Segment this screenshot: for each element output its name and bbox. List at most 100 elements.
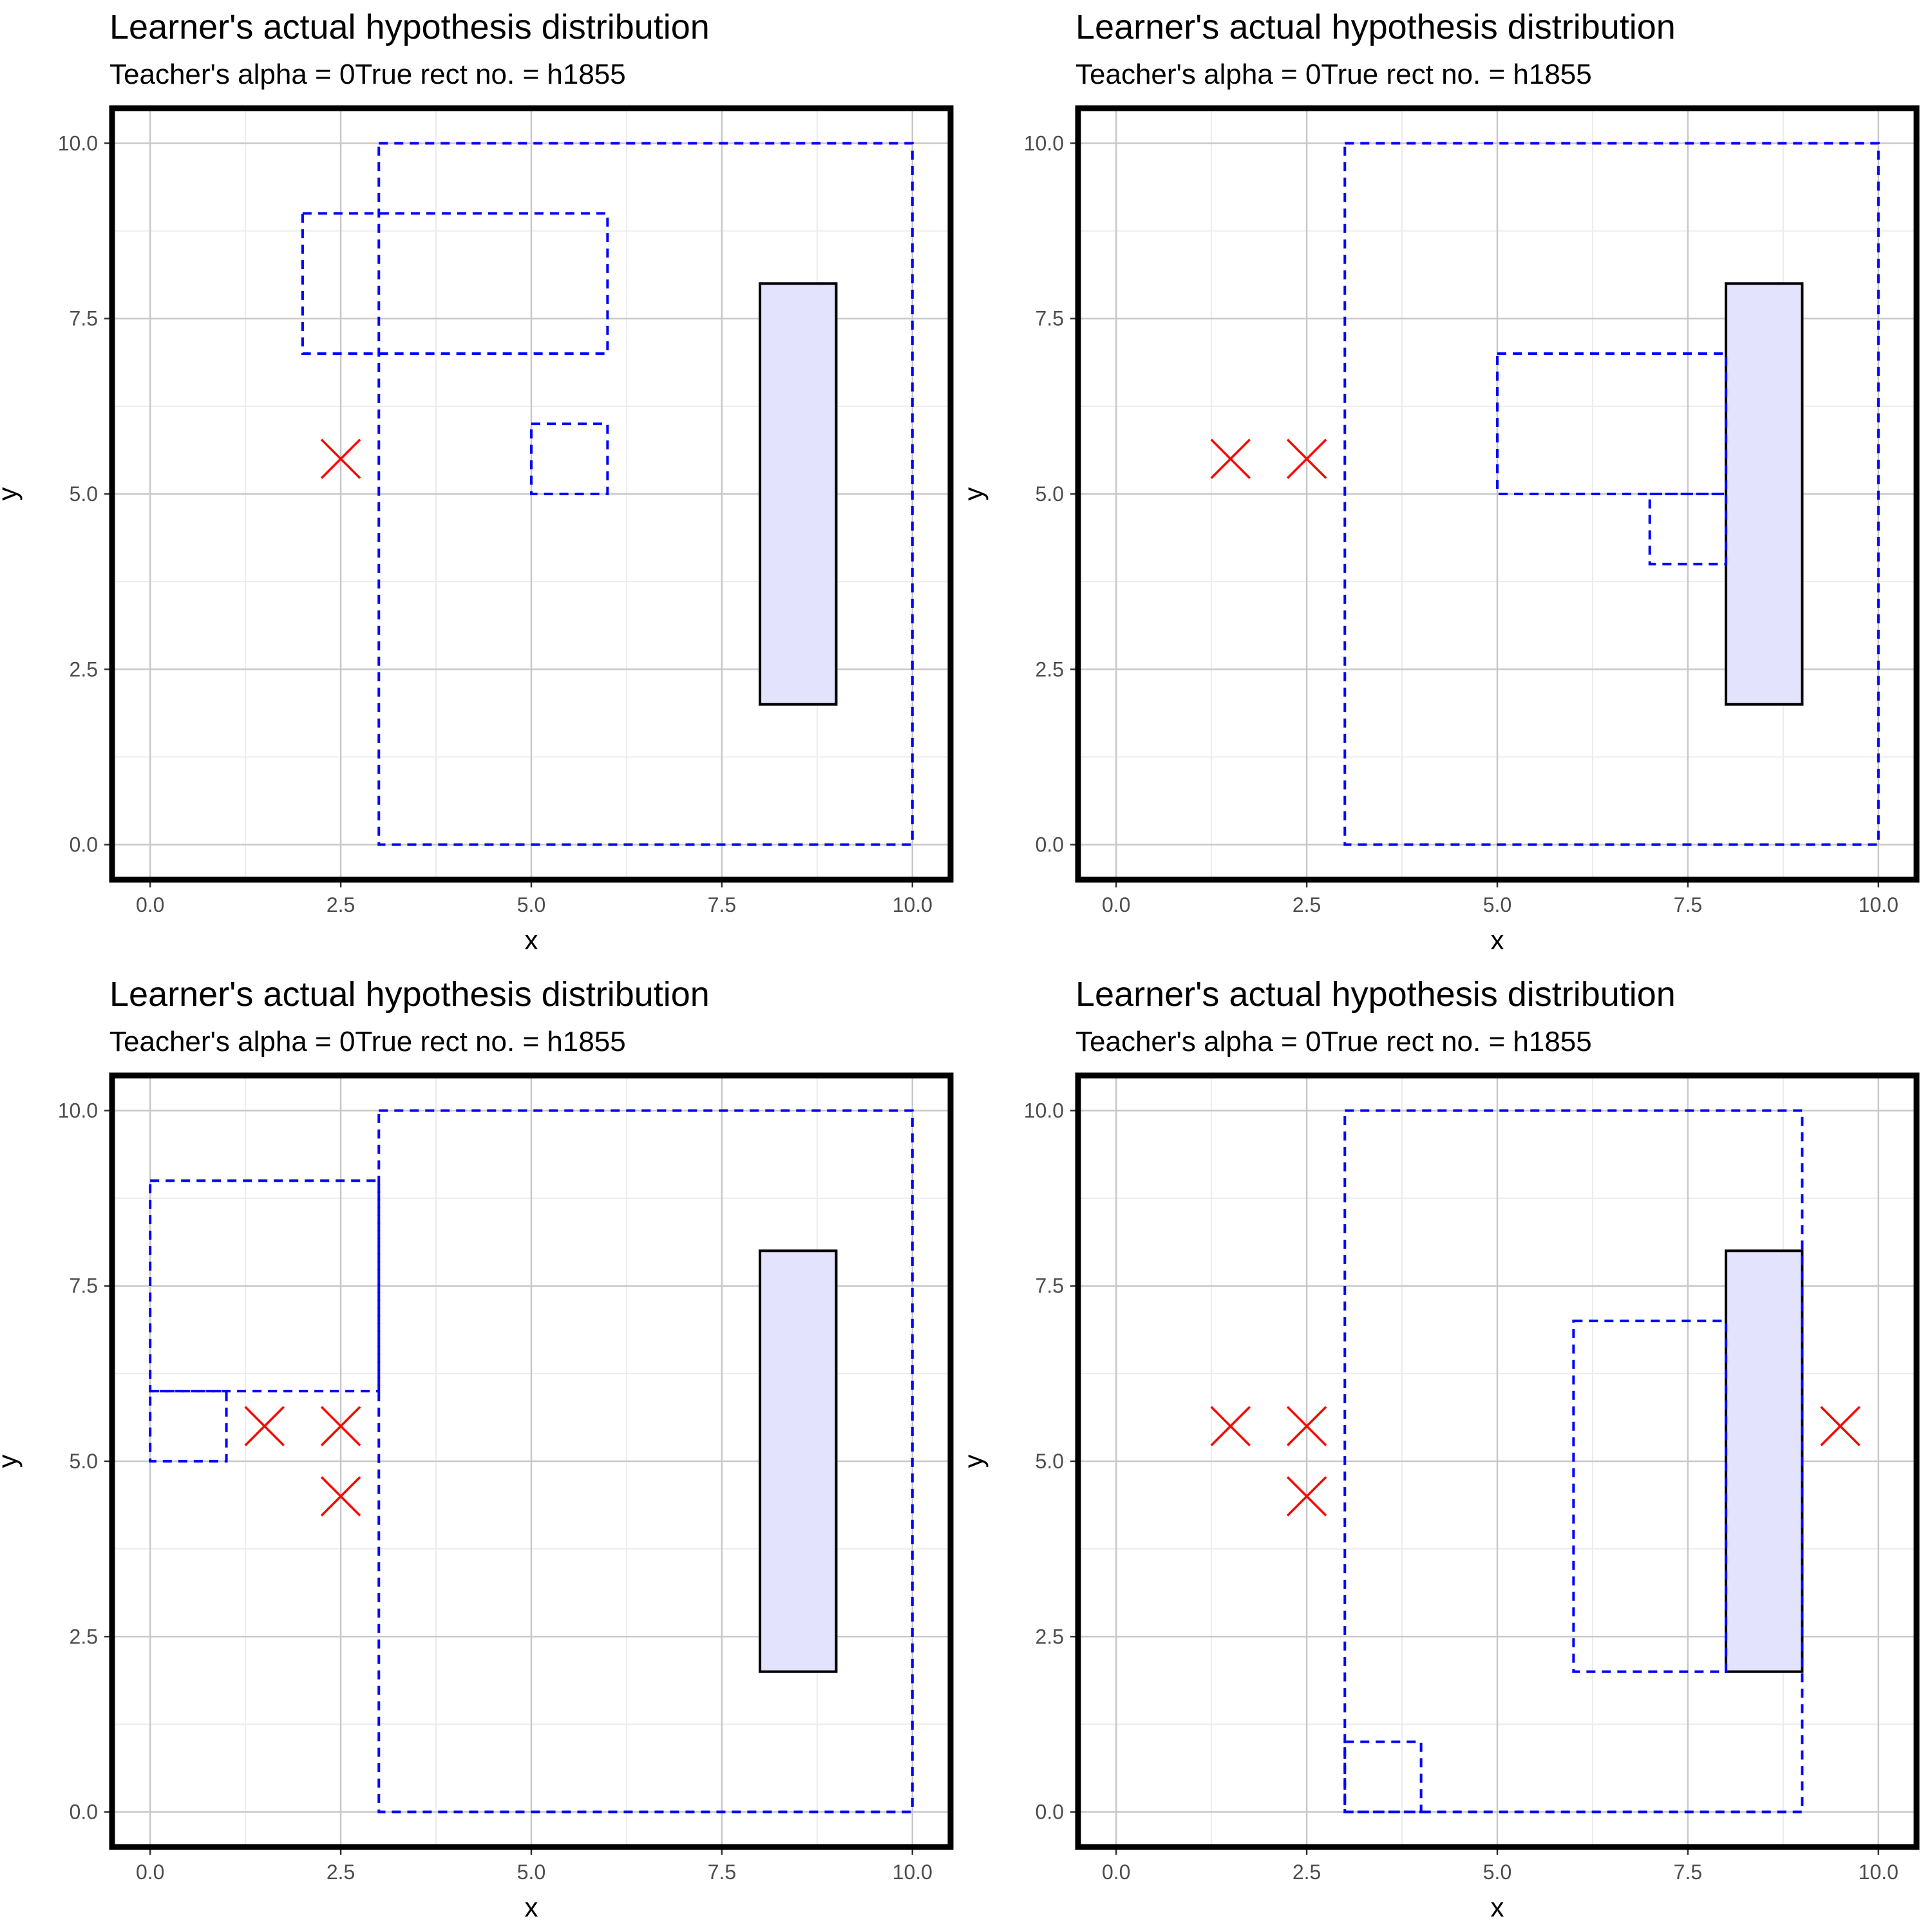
x-tick-label: 7.5 bbox=[708, 1861, 736, 1884]
negative-point-stroke bbox=[1820, 1406, 1861, 1446]
y-tick-label: 0.0 bbox=[1036, 1801, 1064, 1824]
y-tick-label: 5.0 bbox=[1036, 1450, 1064, 1473]
hypothesis-rectangle bbox=[1343, 1740, 1423, 1814]
panel-2: Learner's actual hypothesis distribution… bbox=[958, 8, 1920, 955]
y-axis-label: y bbox=[0, 1455, 23, 1468]
hypothesis-rectangle bbox=[301, 212, 609, 355]
x-tick-label: 0.0 bbox=[136, 893, 164, 916]
negative-point-stroke bbox=[320, 439, 361, 479]
x-tick-label: 5.0 bbox=[517, 1861, 545, 1884]
negative-point bbox=[1286, 439, 1327, 479]
x-tick-label: 2.5 bbox=[327, 893, 355, 916]
x-tick-label: 7.5 bbox=[1674, 1861, 1702, 1884]
negative-point bbox=[244, 1406, 285, 1446]
panel-subtitle: Teacher's alpha = 0True rect no. = h1855 bbox=[1075, 59, 1592, 90]
negative-point-stroke bbox=[1286, 1476, 1327, 1517]
negative-point-stroke bbox=[320, 1476, 361, 1517]
x-axis-label: x bbox=[1491, 925, 1504, 955]
x-tick-label: 0.0 bbox=[1102, 893, 1130, 916]
hypothesis-rectangle bbox=[377, 142, 914, 846]
y-tick-label: 5.0 bbox=[70, 482, 98, 506]
x-axis-label: x bbox=[525, 925, 538, 955]
negative-point bbox=[1820, 1406, 1861, 1446]
y-tick-label: 10.0 bbox=[58, 131, 98, 155]
hypothesis-rectangle bbox=[1496, 352, 1728, 495]
negative-point bbox=[1286, 1406, 1327, 1446]
y-tick-label: 2.5 bbox=[70, 658, 98, 681]
panel-subtitle: Teacher's alpha = 0True rect no. = h1855 bbox=[109, 1026, 626, 1057]
y-tick-label: 0.0 bbox=[70, 833, 98, 857]
x-tick-label: 7.5 bbox=[708, 893, 736, 916]
x-tick-label: 7.5 bbox=[1674, 893, 1702, 916]
y-tick-label: 2.5 bbox=[1036, 658, 1064, 681]
y-tick-label: 5.0 bbox=[1036, 482, 1064, 506]
panel-title: Learner's actual hypothesis distribution bbox=[1075, 975, 1676, 1014]
x-tick-label: 2.5 bbox=[327, 1861, 355, 1884]
y-tick-label: 2.5 bbox=[1036, 1625, 1064, 1648]
negative-point-stroke bbox=[320, 1406, 361, 1446]
y-tick-label: 10.0 bbox=[58, 1099, 98, 1122]
x-tick-label: 5.0 bbox=[1483, 1861, 1511, 1884]
y-tick-label: 7.5 bbox=[70, 307, 98, 330]
negative-point-stroke bbox=[1286, 1406, 1327, 1446]
negative-point-stroke bbox=[1210, 1406, 1251, 1446]
negative-point bbox=[320, 439, 361, 479]
negative-point bbox=[1210, 439, 1251, 479]
y-tick-label: 10.0 bbox=[1024, 131, 1064, 155]
x-tick-label: 0.0 bbox=[136, 1861, 164, 1884]
negative-point-stroke bbox=[244, 1406, 285, 1446]
panel-title: Learner's actual hypothesis distribution bbox=[109, 975, 710, 1014]
x-tick-label: 2.5 bbox=[1293, 893, 1321, 916]
negative-point-stroke bbox=[1286, 439, 1327, 479]
panel-1: Learner's actual hypothesis distribution… bbox=[0, 8, 954, 955]
x-axis-label: x bbox=[525, 1892, 538, 1922]
y-tick-label: 5.0 bbox=[70, 1450, 98, 1473]
panel-title: Learner's actual hypothesis distribution bbox=[1075, 8, 1676, 46]
negative-point-stroke bbox=[1210, 439, 1251, 479]
x-tick-label: 5.0 bbox=[517, 893, 545, 916]
panel-title: Learner's actual hypothesis distribution bbox=[109, 8, 710, 46]
x-tick-label: 10.0 bbox=[1859, 893, 1899, 916]
x-tick-label: 10.0 bbox=[893, 893, 933, 916]
panel-border bbox=[109, 105, 954, 883]
true-rectangle bbox=[759, 282, 838, 706]
true-rectangle bbox=[1725, 1249, 1804, 1673]
panel-4: Learner's actual hypothesis distribution… bbox=[958, 975, 1920, 1922]
y-tick-label: 0.0 bbox=[1036, 833, 1064, 857]
true-rectangle bbox=[759, 1249, 838, 1673]
x-tick-label: 10.0 bbox=[1859, 1861, 1899, 1884]
y-tick-label: 10.0 bbox=[1024, 1099, 1064, 1122]
y-tick-label: 0.0 bbox=[70, 1801, 98, 1824]
y-tick-label: 7.5 bbox=[70, 1274, 98, 1298]
y-axis-label: y bbox=[0, 488, 23, 501]
hypothesis-rectangle bbox=[1648, 493, 1728, 565]
negative-point bbox=[320, 1476, 361, 1517]
negative-point bbox=[320, 1406, 361, 1446]
y-tick-label: 7.5 bbox=[1036, 307, 1064, 330]
hypothesis-rectangle bbox=[1343, 142, 1880, 846]
y-tick-label: 7.5 bbox=[1036, 1274, 1064, 1298]
x-tick-label: 2.5 bbox=[1293, 1861, 1321, 1884]
hypothesis-rectangle bbox=[377, 1109, 914, 1814]
x-tick-label: 5.0 bbox=[1483, 893, 1511, 916]
true-rectangle bbox=[1725, 282, 1804, 706]
x-tick-label: 0.0 bbox=[1102, 1861, 1130, 1884]
hypothesis-rectangle bbox=[149, 1390, 228, 1463]
hypothesis-rectangle bbox=[149, 1179, 381, 1393]
negative-point bbox=[1210, 1406, 1251, 1446]
hypothesis-rectangle bbox=[530, 422, 609, 495]
panel-subtitle: Teacher's alpha = 0True rect no. = h1855 bbox=[1075, 1026, 1592, 1057]
negative-point bbox=[1286, 1476, 1327, 1517]
panel-border bbox=[109, 1072, 954, 1850]
y-axis-label: y bbox=[958, 1455, 989, 1468]
panel-border bbox=[1075, 105, 1920, 883]
y-tick-label: 2.5 bbox=[70, 1625, 98, 1648]
hypothesis-rectangle bbox=[1572, 1320, 1728, 1673]
panel-subtitle: Teacher's alpha = 0True rect no. = h1855 bbox=[109, 59, 626, 90]
y-axis-label: y bbox=[958, 488, 989, 501]
x-axis-label: x bbox=[1491, 1892, 1504, 1922]
panel-3: Learner's actual hypothesis distribution… bbox=[0, 975, 954, 1922]
hypothesis-rectangle bbox=[1343, 1109, 1804, 1814]
x-tick-label: 10.0 bbox=[893, 1861, 933, 1884]
